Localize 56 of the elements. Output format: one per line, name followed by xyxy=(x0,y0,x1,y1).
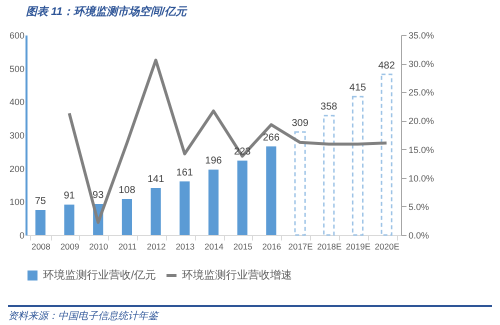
y-tick-label: 200 xyxy=(9,164,24,174)
y2-tick-label: 15.0% xyxy=(408,144,434,155)
x-tick-label: 2015 xyxy=(233,242,253,252)
bar xyxy=(35,210,46,235)
data-label: 75 xyxy=(34,196,46,207)
x-tick-label: 2016 xyxy=(262,242,282,252)
data-label: 108 xyxy=(118,185,136,196)
bar xyxy=(352,96,364,236)
y2-tick-label: 0.0% xyxy=(408,230,430,240)
data-label: 309 xyxy=(292,118,309,129)
y-tick-label: 0 xyxy=(19,230,24,240)
y-tick-label: 300 xyxy=(9,130,24,140)
bar xyxy=(180,181,190,235)
y2-tick-label: 35.0% xyxy=(408,30,434,40)
bar xyxy=(237,160,248,235)
bar xyxy=(266,146,276,235)
y2-tick-label: 30.0% xyxy=(408,59,434,70)
bar xyxy=(150,188,161,235)
y2-tick-label: 20.0% xyxy=(408,116,434,126)
bar xyxy=(208,170,219,235)
data-label: 161 xyxy=(176,167,194,178)
y-tick-label: 500 xyxy=(9,64,24,74)
y-tick-label: 100 xyxy=(9,197,24,208)
x-tick-label: 2011 xyxy=(118,242,137,252)
x-tick-label: 2013 xyxy=(176,242,195,252)
x-tick-label: 2018E xyxy=(317,242,342,252)
data-label: 91 xyxy=(64,190,76,202)
data-label: 196 xyxy=(205,156,222,167)
bar xyxy=(122,199,132,235)
bar xyxy=(294,131,306,236)
x-tick-label: 2008 xyxy=(31,242,51,252)
data-label: 482 xyxy=(378,60,396,72)
data-label: 141 xyxy=(147,174,165,185)
x-tick-label: 2019E xyxy=(346,242,371,252)
legend-label: 环境监测行业营收增速 xyxy=(182,268,292,282)
x-tick-label: 2014 xyxy=(204,242,224,252)
data-label: 266 xyxy=(262,132,280,144)
x-tick-label: 2010 xyxy=(89,242,108,252)
bar xyxy=(380,74,392,236)
data-label: 358 xyxy=(320,102,338,113)
y-tick-label: 600 xyxy=(9,30,24,40)
y2-tick-label: 5.0% xyxy=(408,202,430,212)
chart-title: 图表 11：环境监测市场空间/亿元 xyxy=(26,5,188,18)
y-tick-label: 400 xyxy=(9,97,24,108)
legend-label: 环境监测行业营收/亿元 xyxy=(43,268,156,282)
bar xyxy=(323,114,335,236)
x-tick-label: 2017E xyxy=(288,242,314,252)
data-label: 93 xyxy=(92,190,104,201)
data-label: 415 xyxy=(349,82,367,94)
y2-tick-label: 25.0% xyxy=(408,88,434,98)
bar xyxy=(64,204,74,235)
text: 资料来源：中国电子信息统计年鉴 xyxy=(8,305,492,323)
x-tick-label: 2009 xyxy=(60,242,80,252)
x-tick-label: 2020E xyxy=(374,242,400,252)
x-tick-label: 2012 xyxy=(146,242,166,252)
y2-tick-label: 10.0% xyxy=(408,173,434,184)
